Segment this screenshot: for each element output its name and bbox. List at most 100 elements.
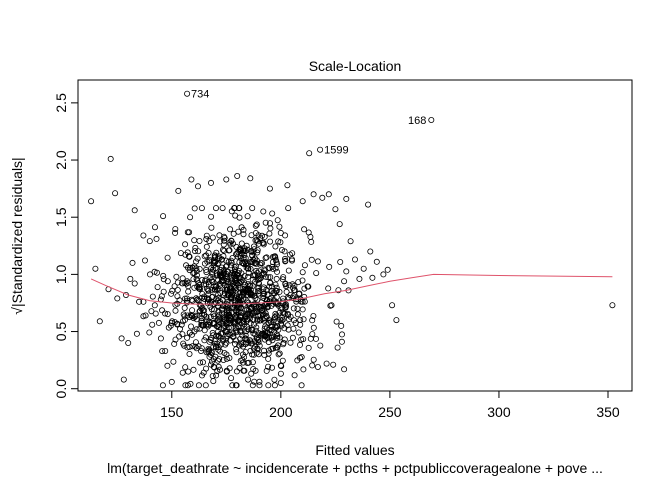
- data-point: [250, 330, 257, 337]
- data-point: [204, 295, 211, 302]
- data-point: [310, 356, 317, 363]
- data-point: [284, 322, 291, 329]
- data-point: [237, 324, 244, 331]
- labeled-data-point: [428, 117, 435, 124]
- data-point: [186, 343, 193, 350]
- data-point: [179, 275, 186, 282]
- data-point: [228, 294, 235, 301]
- data-point: [244, 260, 251, 267]
- data-point: [309, 331, 316, 338]
- data-point: [223, 351, 230, 358]
- data-point: [267, 274, 274, 281]
- data-point: [215, 316, 222, 323]
- data-point: [272, 310, 279, 317]
- data-point: [164, 311, 171, 318]
- data-point: [232, 315, 239, 322]
- data-point: [239, 286, 246, 293]
- data-point: [253, 221, 260, 228]
- data-point: [305, 283, 312, 290]
- data-point: [269, 259, 276, 266]
- data-point: [241, 367, 248, 374]
- data-point: [300, 316, 307, 323]
- data-point: [265, 355, 272, 362]
- data-point: [305, 229, 312, 236]
- data-point: [228, 237, 235, 244]
- data-point: [389, 302, 396, 309]
- labeled-data-point: [317, 146, 324, 153]
- data-point: [314, 363, 321, 370]
- x-tick-label: 150: [160, 404, 184, 420]
- data-point: [306, 150, 313, 157]
- data-point: [263, 312, 270, 319]
- data-point: [230, 333, 237, 340]
- data-point: [338, 331, 345, 338]
- data-point: [284, 312, 291, 319]
- data-point: [252, 237, 259, 244]
- data-point: [231, 318, 238, 325]
- data-point: [208, 265, 215, 272]
- data-point: [114, 295, 121, 302]
- data-point: [160, 272, 167, 279]
- data-point: [210, 279, 217, 286]
- data-point: [216, 366, 223, 373]
- data-point: [267, 238, 274, 245]
- data-point: [236, 342, 243, 349]
- data-point: [240, 231, 247, 238]
- y-tick-label: 1.0: [53, 264, 69, 284]
- data-point: [291, 372, 298, 379]
- data-point: [233, 250, 240, 257]
- data-point: [198, 319, 205, 326]
- data-point: [325, 285, 332, 292]
- data-point: [266, 220, 273, 227]
- data-point: [203, 252, 210, 259]
- data-point: [274, 323, 281, 330]
- data-point: [285, 205, 292, 212]
- data-point: [190, 366, 197, 373]
- data-point: [269, 210, 276, 217]
- data-point: [268, 283, 275, 290]
- data-point: [251, 338, 258, 345]
- data-point: [247, 283, 254, 290]
- data-point: [260, 208, 267, 215]
- data-point: [300, 366, 307, 373]
- data-point: [231, 269, 238, 276]
- data-point: [310, 324, 317, 331]
- data-point: [236, 293, 243, 300]
- data-point: [262, 273, 269, 280]
- data-point: [254, 345, 261, 352]
- data-point: [265, 334, 272, 341]
- data-point: [207, 179, 214, 186]
- data-point: [237, 247, 244, 254]
- data-point: [131, 280, 138, 287]
- data-point: [252, 367, 259, 374]
- data-point: [241, 258, 248, 265]
- data-point: [212, 205, 219, 212]
- data-point: [192, 244, 199, 251]
- data-point: [284, 182, 291, 189]
- data-point: [191, 205, 198, 212]
- data-point: [244, 246, 251, 253]
- data-point: [260, 347, 267, 354]
- data-point: [271, 376, 278, 383]
- data-point: [262, 219, 269, 226]
- data-point: [251, 246, 258, 253]
- data-point: [268, 323, 275, 330]
- data-point: [210, 332, 217, 339]
- data-point: [179, 369, 186, 376]
- data-point: [335, 287, 342, 294]
- data-point: [338, 338, 345, 345]
- data-point: [196, 308, 203, 315]
- data-point: [249, 382, 256, 389]
- data-point: [169, 287, 176, 294]
- data-point: [153, 235, 160, 242]
- data-point: [182, 295, 189, 302]
- data-point: [238, 240, 245, 247]
- data-point: [227, 279, 234, 286]
- data-point: [211, 252, 218, 259]
- data-point: [267, 319, 274, 326]
- data-point: [275, 351, 282, 358]
- data-point: [230, 230, 237, 237]
- data-point: [247, 175, 254, 182]
- data-point: [272, 265, 279, 272]
- data-point: [221, 237, 228, 244]
